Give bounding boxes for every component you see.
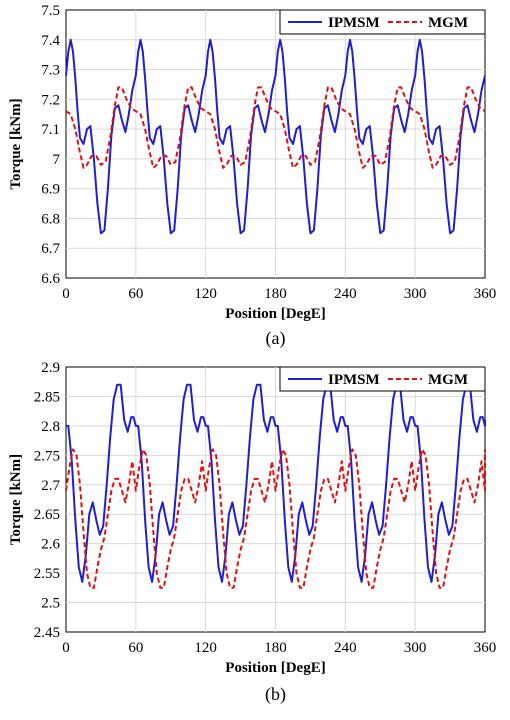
y-tick-label: 6.7 [41,241,60,257]
y-tick-label: 2.5 [41,596,60,612]
x-tick-label: 60 [128,286,143,302]
y-tick-label: 2.45 [34,625,60,641]
x-tick-label: 240 [334,640,357,656]
series-line-ipmsm [66,383,486,583]
x-tick-label: 360 [474,640,497,656]
y-tick-label: 2.75 [34,448,60,464]
series-line-ipmsm [65,38,486,235]
y-tick-label: 7 [53,152,61,168]
x-tick-label: 180 [264,286,287,302]
legend-label: IPMSM [328,372,380,388]
y-tick-label: 2.7 [41,478,60,494]
x-tick-label: 60 [128,640,143,656]
y-tick-label: 7.2 [41,92,60,108]
x-tick-label: 0 [62,286,70,302]
x-axis-label: Position [DegE] [225,306,325,322]
legend-label: IPMSM [328,15,380,31]
y-tick-label: 6.8 [41,211,60,227]
y-axis-label: Torque [kNm] [8,454,24,545]
y-tick-label: 2.9 [41,360,60,376]
y-axis-label: Torque [kNm] [8,98,24,189]
x-tick-label: 120 [194,640,217,656]
series-line-mgm [65,86,486,169]
series-line-mgm [65,448,486,589]
y-tick-label: 2.8 [41,419,60,435]
x-tick-label: 0 [62,640,70,656]
y-tick-label: 2.85 [34,389,60,405]
y-tick-label: 7.5 [41,3,60,19]
y-tick-label: 7.3 [41,63,60,79]
x-tick-label: 360 [474,286,497,302]
legend-label: MGM [428,372,468,388]
y-tick-label: 7.1 [41,122,60,138]
y-tick-label: 2.65 [34,507,60,523]
x-tick-label: 300 [404,640,427,656]
chart-panel-2: 2.45 2.5 2.55 2.6 2.65 2.7 2.75 2.8 2.85 2.9 0 60 12… [8,360,496,705]
y-tick-label: 2.55 [34,566,60,582]
x-tick-label: 180 [264,640,287,656]
y-tick-label: 6.6 [41,271,60,287]
y-tick-label: 7.4 [41,33,60,49]
chart-panel-1: 6.6 6.7 6.8 6.9 7 7.1 7.2 7.3 7.4 7.5 0 60 120 180 240… [8,3,496,349]
legend-label: MGM [428,15,468,31]
panel-caption: (a) [266,328,286,349]
x-axis-label: Position [DegE] [225,660,325,676]
y-tick-label: 2.6 [41,537,60,553]
y-tick-label: 6.9 [41,182,60,198]
x-tick-label: 120 [194,286,217,302]
x-tick-label: 240 [334,286,357,302]
x-tick-label: 300 [404,286,427,302]
panel-caption: (b) [265,684,286,705]
